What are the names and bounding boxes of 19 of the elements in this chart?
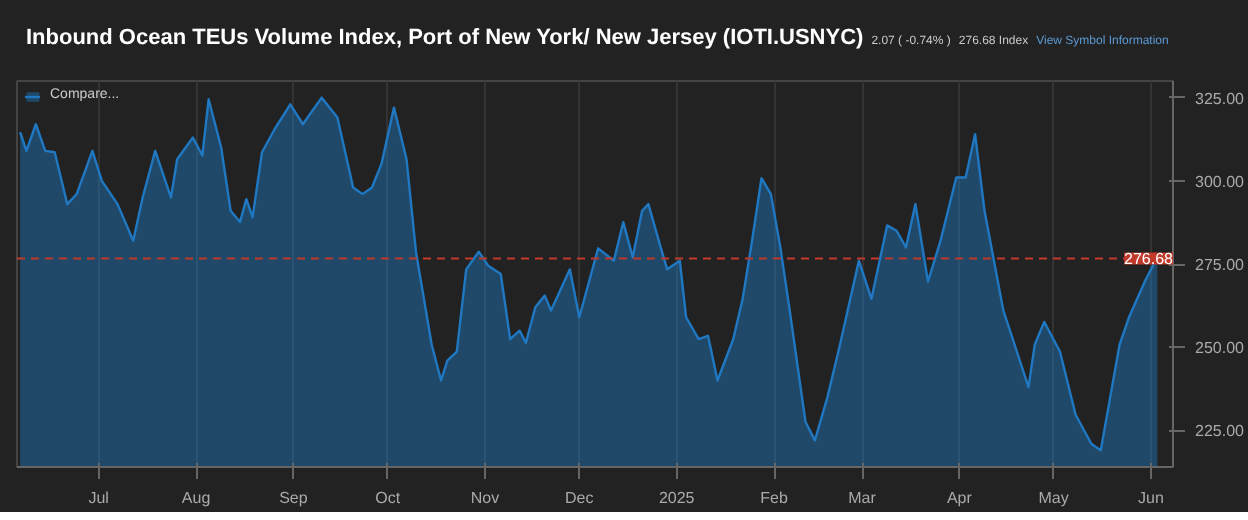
y-tick-label: 300.00	[1195, 172, 1246, 191]
x-tick-label: Feb	[760, 489, 789, 507]
chart-title: Inbound Ocean TEUs Volume Index, Port of New York/ New Jersey (IOTI.USNYC)	[26, 26, 864, 50]
x-tick-label: May	[1038, 489, 1069, 507]
x-tick-label: Oct	[375, 489, 402, 507]
x-tick-label: Nov	[470, 489, 500, 507]
x-tick-label: Jul	[88, 489, 110, 507]
x-tick-label: Jun	[1138, 489, 1164, 507]
x-tick-label: Sep	[279, 489, 309, 507]
x-tick-label: Dec	[565, 489, 594, 507]
x-tick-label: Mar	[848, 489, 877, 507]
y-tick-label: 275.00	[1195, 256, 1246, 275]
y-tick-label: 250.00	[1195, 339, 1246, 358]
ref-line-label: 276.68	[1124, 250, 1175, 269]
y-tick-label: 325.00	[1195, 89, 1246, 108]
x-tick-label: Aug	[181, 489, 211, 507]
y-tick-label: 225.00	[1195, 422, 1246, 441]
x-tick-label: Apr	[946, 489, 973, 507]
x-tick-label: 2025	[658, 489, 696, 507]
